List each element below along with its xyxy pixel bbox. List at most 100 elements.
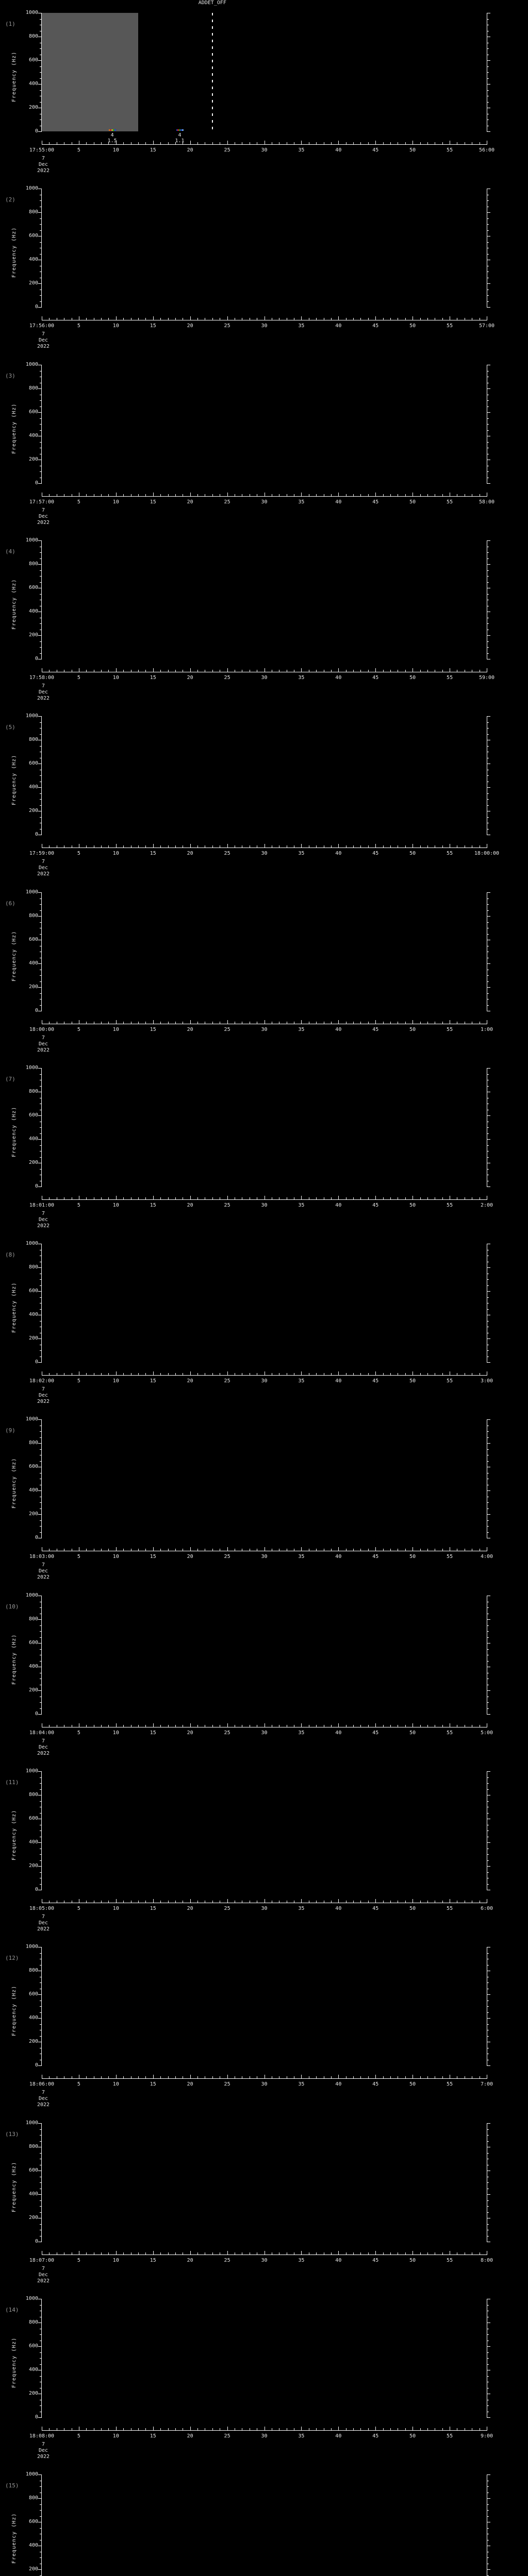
x-axis-tick — [390, 2076, 391, 2078]
x-axis-tick — [49, 142, 50, 144]
y-axis-tick — [40, 1637, 41, 1638]
x-axis-tick-label: 30 — [261, 851, 268, 856]
y-axis-tick — [40, 2153, 41, 2154]
x-axis-tick — [212, 670, 213, 672]
x-axis-tick — [123, 670, 124, 672]
x-axis-tick — [316, 1549, 317, 1551]
x-axis-start-time-label: 18:01:00 — [29, 1202, 55, 1208]
x-axis-tick — [412, 493, 414, 496]
x-axis-tick-label: 20 — [187, 2081, 193, 2087]
y-axis-title: Frequency (Hz) — [11, 1282, 17, 1333]
y-axis-tick — [487, 1443, 490, 1444]
y-axis-tick — [487, 1267, 490, 1268]
x-axis-tick — [390, 670, 391, 672]
x-axis-tick-label: 20 — [187, 323, 193, 329]
x-axis-tick — [368, 142, 369, 144]
y-axis-tick-label: 0 — [35, 656, 38, 662]
x-axis-tick — [116, 141, 117, 144]
x-axis-tick — [168, 1549, 169, 1551]
y-axis-tick — [40, 653, 41, 654]
x-axis-tick — [442, 1549, 443, 1551]
x-axis-tick — [123, 318, 124, 320]
panel-index-label: (13) — [5, 2131, 19, 2138]
x-axis-tick-label: 5 — [77, 851, 80, 856]
x-axis-tick-label: 15 — [150, 323, 156, 329]
x-axis-tick — [420, 1549, 421, 1551]
x-axis-end-time-label: 1:00 — [480, 1027, 493, 1032]
x-axis-tick-label: 20 — [187, 1027, 193, 1032]
x-axis-tick — [123, 494, 124, 496]
x-axis-tick — [338, 1899, 339, 1903]
x-axis-tick — [49, 2252, 50, 2255]
x-axis-tick — [212, 142, 213, 144]
x-axis-tick — [190, 493, 191, 496]
x-axis-tick-label: 50 — [409, 1027, 416, 1032]
x-axis-tick — [160, 318, 161, 320]
x-axis-tick — [427, 1549, 428, 1551]
x-axis-end-time-label: 4:00 — [480, 1554, 493, 1560]
x-axis-tick — [360, 2428, 361, 2430]
x-axis-tick — [160, 2428, 161, 2430]
x-axis-tick — [383, 318, 384, 320]
x-axis-tick-label: 15 — [150, 1906, 156, 1911]
x-axis-tick — [190, 1899, 191, 1903]
x-axis-tick-label: 20 — [187, 1906, 193, 1911]
y-axis-tick — [38, 1068, 41, 1069]
y-axis-tick — [487, 552, 489, 553]
y-axis-tick — [487, 653, 489, 654]
detection-mark — [176, 129, 184, 131]
y-axis-tick — [40, 253, 41, 255]
x-axis-tick — [412, 668, 414, 672]
x-axis-tick — [160, 1901, 161, 1903]
x-axis-tick — [175, 494, 176, 496]
x-axis-tick — [212, 318, 213, 320]
x-axis-tick — [153, 1020, 154, 1024]
x-axis-tick — [390, 2252, 391, 2255]
x-axis-tick-label: 5 — [77, 2433, 80, 2439]
x-axis-date-label: 2022 — [37, 2102, 50, 2108]
x-axis-tick — [390, 845, 391, 848]
x-axis-tick — [360, 1549, 361, 1551]
x-axis-tick-label: 15 — [150, 147, 156, 153]
x-axis-date-label: 2022 — [37, 168, 50, 174]
x-axis-tick — [101, 2252, 102, 2255]
y-axis-tick — [487, 1133, 489, 1134]
y-axis-tick-label: 800 — [28, 1440, 38, 1446]
y-axis-tick — [40, 1520, 41, 1521]
x-axis-tick-label: 25 — [224, 1906, 230, 1911]
detection-mark-pixel — [111, 129, 113, 131]
x-axis-date-label: Dec — [38, 1568, 48, 1574]
x-axis-tick-label: 55 — [447, 1027, 453, 1032]
x-axis-tick — [227, 2075, 228, 2078]
x-axis-tick — [175, 142, 176, 144]
x-axis-tick — [49, 494, 50, 496]
y-axis-tick — [40, 48, 41, 49]
y-axis-tick — [40, 904, 41, 905]
spectrogram-panel: 1000 800 600 400 200 0 Frequency (Hz) (14) 18:08… — [0, 2286, 528, 2462]
x-axis-tick — [338, 1371, 339, 1375]
y-axis-title: Frequency (Hz) — [11, 2513, 17, 2564]
x-axis-tick-label: 25 — [224, 1202, 230, 1208]
x-axis-tick — [427, 1373, 428, 1375]
x-axis-date-label: Dec — [38, 1744, 48, 1750]
y-axis-tick — [487, 1953, 489, 1954]
x-axis-tick — [138, 1373, 139, 1375]
x-axis-tick — [175, 1725, 176, 1727]
y-axis-tick — [40, 1789, 41, 1790]
y-axis-tick — [487, 1994, 490, 1995]
y-axis-left-spine — [41, 540, 42, 659]
y-axis-tick-label: 400 — [28, 433, 38, 438]
y-axis-tick-label: 0 — [35, 1711, 38, 1717]
x-axis-tick — [190, 1020, 191, 1024]
x-axis-tick-label: 50 — [409, 1730, 416, 1736]
spectrogram-panel: 1000 800 600 400 200 0 Frequency (Hz) (12) 18:06… — [0, 1934, 528, 2110]
x-axis-tick — [331, 2076, 332, 2078]
y-axis-tick-label: 0 — [35, 480, 38, 486]
x-axis-date-label: 7 — [41, 1386, 45, 1392]
x-axis-tick-label: 40 — [335, 2258, 342, 2263]
x-axis-tick-label: 35 — [298, 1906, 305, 1911]
x-axis-end-time-label: 2:00 — [480, 1202, 493, 1208]
x-axis-tick — [331, 2428, 332, 2430]
y-axis-tick-label: 400 — [28, 257, 38, 262]
y-axis-tick-label: 200 — [28, 2039, 38, 2044]
